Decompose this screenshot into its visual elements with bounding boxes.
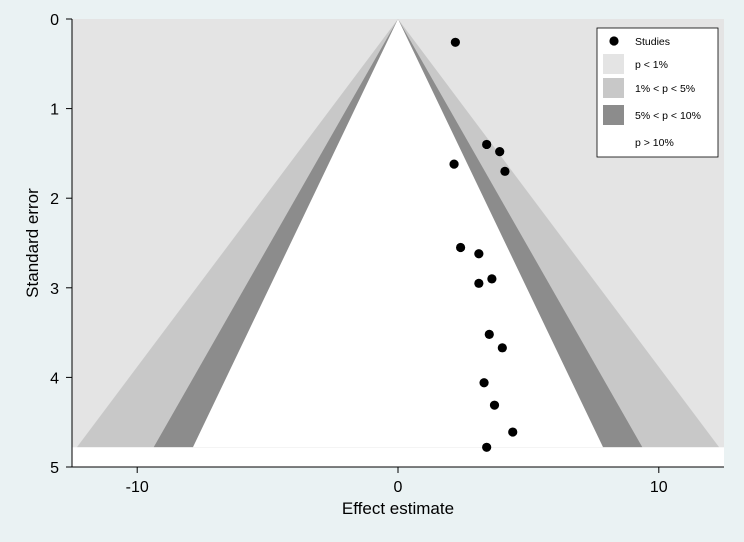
study-point: [508, 427, 518, 437]
legend-swatch: [603, 78, 624, 98]
region-not-significant: [192, 19, 604, 448]
study-point: [487, 274, 497, 284]
legend: Studies p < 1% 1% < p < 5% 5% < p < 10% p > …: [596, 27, 719, 158]
x-axis-title: Effect estimate: [342, 499, 454, 518]
legend-label: 1% < p < 5%: [635, 83, 695, 95]
study-point: [500, 166, 510, 176]
legend-marker-studies: [609, 36, 619, 46]
legend-label: 5% < p < 10%: [635, 110, 701, 122]
study-point: [449, 159, 459, 169]
study-point: [455, 242, 466, 253]
x-tick-label: 0: [394, 479, 403, 496]
y-tick-label: 5: [50, 460, 59, 477]
contour-regions: [72, 19, 724, 467]
legend-label: Studies: [635, 36, 670, 48]
study-point: [489, 400, 500, 410]
axes: 0 1 2 3 4 5 -10 0 10: [50, 12, 724, 496]
legend-swatch: [603, 54, 624, 74]
study-point: [479, 378, 489, 388]
study-point: [482, 139, 492, 150]
study-point: [495, 147, 505, 157]
legend-label: p > 10%: [635, 137, 674, 149]
legend-label: p < 1%: [635, 59, 668, 71]
x-tick-label: 10: [650, 479, 668, 496]
legend-swatch: [603, 105, 624, 125]
x-axis-ticks: -10 0 10: [126, 467, 668, 496]
x-tick-label: -10: [126, 479, 149, 496]
y-tick-label: 0: [50, 12, 59, 29]
y-axis-ticks: 0 1 2 3 4 5: [50, 12, 72, 477]
study-point: [497, 343, 507, 353]
region-below-cutoff: [72, 447, 724, 467]
study-point: [484, 329, 494, 339]
study-point: [474, 278, 484, 288]
study-point: [482, 442, 492, 452]
y-tick-label: 4: [50, 370, 59, 387]
y-tick-label: 2: [50, 191, 59, 208]
study-points: [449, 37, 518, 452]
y-axis-title: Standard error: [23, 188, 42, 298]
study-point: [474, 249, 484, 259]
y-tick-label: 3: [50, 281, 59, 298]
legend-swatch: [603, 132, 624, 152]
y-tick-label: 1: [50, 102, 59, 119]
study-point: [450, 37, 460, 47]
